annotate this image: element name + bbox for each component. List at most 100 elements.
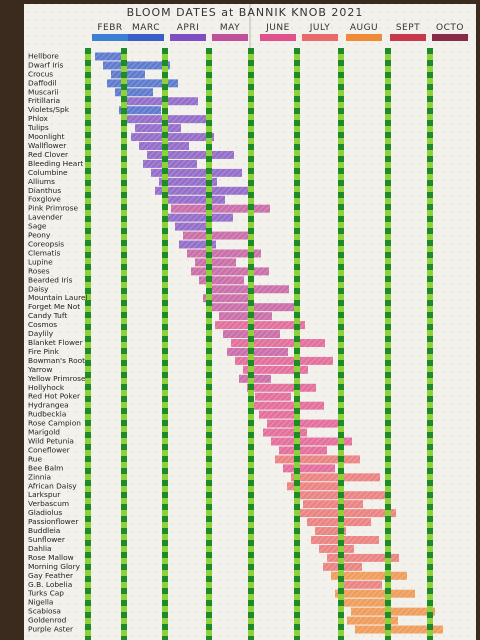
bloom-hatch	[147, 150, 234, 159]
plant-name: Hellbore	[28, 51, 59, 60]
plant-name: Larkspur	[28, 490, 61, 499]
month-band	[390, 34, 426, 41]
bloom-hatch	[171, 204, 270, 213]
bloom-hatch	[299, 509, 396, 518]
plant-name: Wallflower	[28, 141, 67, 150]
plant-name: Daylily	[28, 329, 54, 338]
bloom-hatch	[135, 124, 181, 133]
month-band	[212, 34, 248, 41]
plant-name: Rue	[28, 454, 42, 463]
month-headers: FEBR MARC APRI MAY JUNE JULY AUGU SEPT OCTO	[92, 23, 468, 41]
bloom-hatch	[183, 231, 253, 240]
bloom-hatch	[311, 536, 379, 544]
month-label: SEPT	[396, 23, 420, 33]
month-label: MAY	[220, 23, 240, 33]
plant-name: Wild Petunia	[28, 436, 74, 445]
plant-name: Daffodil	[28, 78, 57, 87]
bloom-hatch	[143, 159, 197, 168]
bloom-hatch	[179, 240, 216, 249]
plant-name: Marigold	[28, 428, 60, 437]
bloom-hatch	[351, 607, 435, 616]
column-lines	[85, 48, 433, 640]
plant-name: Coreopsis	[28, 240, 64, 249]
plant-name: Crocus	[28, 69, 53, 78]
bloom-hatch	[131, 133, 214, 142]
plant-name: Dwarf Iris	[28, 60, 64, 69]
bloom-hatch	[271, 437, 352, 446]
bloom-hatch	[259, 410, 299, 419]
plant-name: Hydrangea	[28, 401, 69, 410]
bloom-hatch	[267, 419, 344, 428]
plant-name: Lupine	[28, 257, 53, 266]
plant-name: Roses	[28, 266, 50, 275]
plant-name: Tulips	[27, 123, 49, 132]
plant-name: Clematis	[28, 248, 60, 257]
month-label: JULY	[309, 23, 331, 33]
bloom-hatch	[203, 294, 252, 303]
month-band	[170, 34, 206, 41]
bloom-hatch	[175, 222, 208, 231]
plant-name: Purple Aster	[28, 625, 74, 634]
plant-name: Pink Primrose	[28, 204, 79, 213]
bloom-hatch	[315, 527, 346, 536]
month-label: AUGU	[350, 23, 378, 33]
month-label: APRI	[177, 23, 200, 33]
plant-name: Nigella	[28, 598, 53, 607]
bloom-hatch	[287, 482, 343, 491]
plant-name: Cosmos	[28, 320, 57, 329]
plant-name: Foxglove	[28, 195, 61, 204]
bloom-hatch	[155, 186, 250, 195]
plant-name: Muscarii	[28, 87, 59, 96]
plant-name: Mountain Laurel	[28, 293, 88, 302]
month-band	[346, 34, 382, 41]
plant-name: Moonlight	[28, 132, 65, 141]
plant-name: Sunflower	[28, 535, 66, 544]
month-label: MARC	[132, 23, 160, 33]
plant-name: Yellow Primrose	[27, 374, 86, 383]
plant-name: Goldenrod	[28, 616, 67, 625]
plant-name: Bearded Iris	[28, 275, 73, 284]
plant-name: Fritillaria	[28, 96, 60, 105]
plant-name: Verbascum	[28, 499, 69, 508]
bloom-hatch	[163, 195, 225, 204]
plant-name: Red Hot Poker	[28, 392, 81, 401]
plant-name: Dianthus	[28, 186, 61, 195]
bloom-hatch	[227, 347, 288, 356]
plant-name: Alliums	[28, 177, 55, 186]
bloom-hatch	[123, 97, 198, 106]
plant-name: Gladiolus	[28, 508, 62, 517]
plant-name: Rose Campion	[28, 419, 81, 428]
plant-name: Columbine	[28, 168, 68, 177]
bloom-hatch	[255, 392, 291, 401]
bloom-hatch	[107, 79, 178, 88]
bloom-hatch	[335, 589, 415, 598]
bloom-hatch	[279, 446, 327, 455]
plant-name: Red Clover	[28, 150, 69, 159]
bloom-hatch	[303, 500, 363, 509]
plant-name: Gay Feather	[28, 571, 74, 580]
month-label: OCTO	[436, 23, 464, 33]
bloom-hatch	[111, 70, 145, 79]
plant-name: Peony	[28, 231, 51, 240]
bloom-hatch	[119, 106, 161, 115]
plant-name: Fire Pink	[28, 347, 60, 356]
bloom-hatch	[219, 312, 272, 321]
plant-name: Dahlia	[28, 544, 52, 553]
plant-name: Turks Cap	[27, 589, 64, 598]
plant-name: Bleeding Heart	[28, 159, 83, 168]
bloom-hatch	[355, 625, 443, 634]
bloom-hatch	[231, 339, 325, 347]
plant-name: Rudbeckia	[28, 410, 66, 419]
plant-name: Coneflower	[28, 445, 71, 454]
plant-name: African Daisy	[28, 481, 77, 490]
bloom-hatch	[115, 88, 153, 97]
plant-name: G.B. Lobelia	[28, 580, 72, 589]
plant-name: Sage	[28, 222, 47, 231]
plant-name: Bowman's Root	[28, 356, 85, 365]
plant-name: Yarrow	[27, 365, 52, 374]
plant-name: Daisy	[28, 284, 49, 293]
plant-name: Bee Balm	[28, 463, 63, 472]
bloom-hatch	[159, 177, 217, 186]
bloom-bars	[95, 52, 443, 634]
